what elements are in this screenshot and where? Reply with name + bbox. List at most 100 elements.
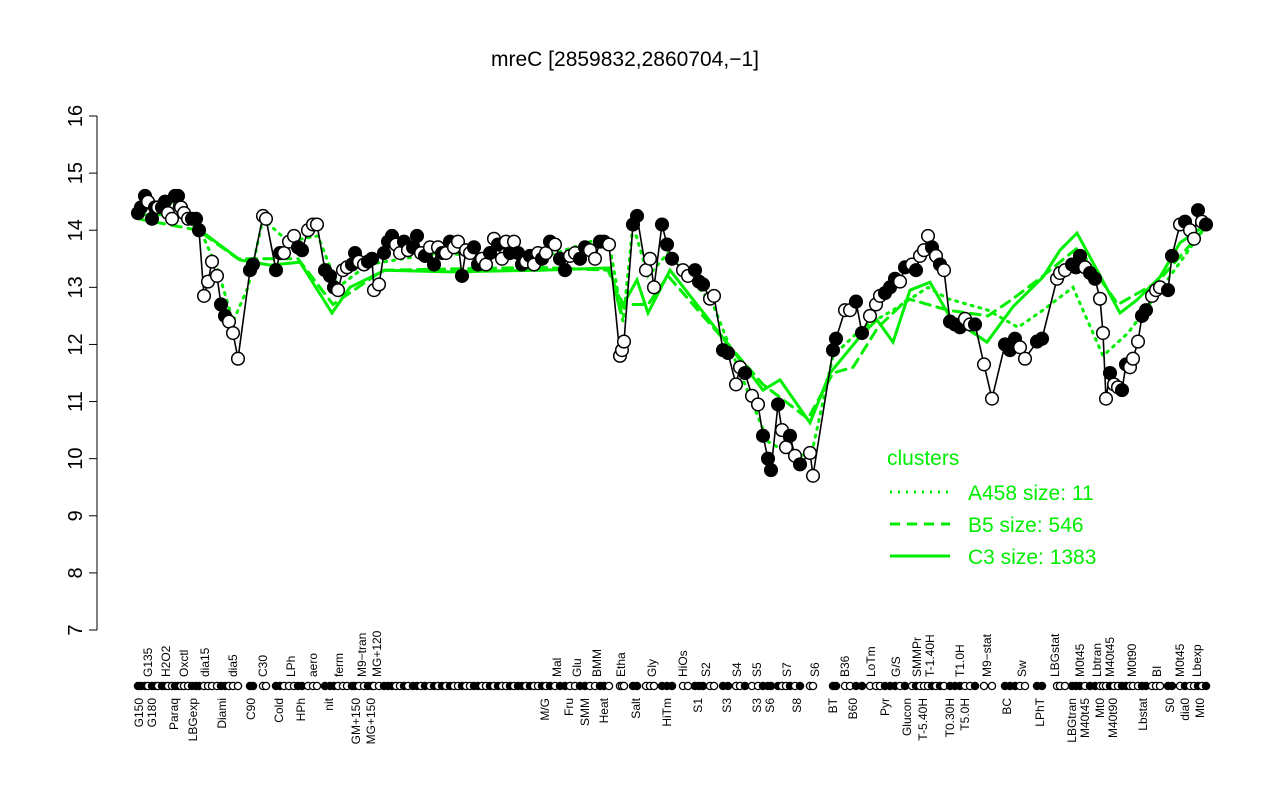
data-point	[720, 345, 736, 361]
legend-title: clusters	[887, 447, 959, 470]
data-point	[209, 268, 225, 283]
x-tick-label: HiOs	[676, 650, 690, 677]
legend-label: A458 size: 11	[968, 482, 1094, 505]
rug-mark	[604, 681, 614, 691]
x-tick-label: ferm	[332, 653, 346, 677]
x-tick-label: SMMPr	[910, 637, 924, 677]
data-point	[144, 211, 160, 226]
data-point	[763, 463, 779, 478]
data-point	[1130, 334, 1146, 349]
x-tick-label: aero	[306, 653, 320, 677]
data-point	[828, 331, 844, 346]
data-point	[1164, 248, 1180, 263]
rug-mark	[970, 681, 980, 691]
data-point	[664, 251, 680, 266]
data-point	[164, 211, 180, 226]
rug-mark	[619, 681, 629, 691]
y-tick-label: 15	[65, 162, 87, 184]
x-tick-label: Mal	[550, 658, 564, 677]
data-point	[1012, 340, 1028, 355]
data-point	[601, 237, 617, 252]
data-point	[170, 188, 186, 204]
data-point	[892, 274, 908, 289]
x-tick-label: G/S	[889, 656, 903, 677]
x-tick-label: Lbexp	[1190, 644, 1204, 677]
data-point	[659, 237, 675, 252]
data-point	[706, 288, 722, 303]
data-point	[1017, 351, 1033, 366]
x-tick-label: G150	[132, 698, 146, 728]
data-point	[225, 325, 241, 341]
y-tick-label: 13	[65, 276, 87, 298]
data-point	[1072, 248, 1088, 263]
x-tick-label: BI	[1150, 666, 1164, 677]
data-point	[825, 343, 841, 358]
data-point	[450, 234, 466, 249]
x-tick-label: H2O2	[159, 645, 173, 677]
x-tick-label: M0t45	[1073, 643, 1087, 677]
x-tick-label: M9−tran	[355, 633, 369, 677]
data-point	[466, 240, 482, 255]
rug-mark	[1037, 681, 1047, 691]
data-point	[750, 397, 766, 412]
data-point	[854, 325, 870, 341]
x-tick-label: BMM	[590, 649, 604, 677]
legend-label: B5 size: 546	[968, 514, 1084, 537]
rug-mark	[1167, 681, 1177, 691]
x-tick-label: dia5	[226, 654, 240, 677]
data-point	[908, 263, 924, 278]
x-tick-label: Glucon	[900, 698, 914, 736]
x-tick-label: Cold	[272, 698, 286, 723]
x-tick-label: HPh	[294, 698, 308, 721]
chart-title: mreC [2859832,2860704,−1]	[491, 48, 759, 71]
x-tick-label: C90	[244, 698, 258, 720]
x-tick-label: LBGstat	[1048, 633, 1062, 677]
x-tick-label: dia15	[198, 647, 212, 677]
data-point	[936, 263, 952, 278]
rug-mark	[233, 681, 243, 691]
x-tick-label: Mt0	[1193, 698, 1207, 718]
rug-mark	[667, 681, 677, 691]
data-point	[454, 268, 470, 283]
x-tick-label: Etha	[614, 652, 628, 677]
data-point	[642, 251, 658, 266]
rug-mark	[1060, 681, 1070, 691]
data-point	[364, 251, 380, 266]
y-tick-label: 12	[65, 333, 87, 355]
rug-mark	[857, 681, 867, 691]
x-tick-label: MG+120	[370, 630, 384, 677]
x-tick-label: S2	[699, 662, 713, 677]
x-tick-label: Heat	[597, 697, 611, 723]
data-point	[737, 365, 753, 381]
x-tick-label: G180	[145, 698, 159, 728]
data-point	[330, 283, 346, 298]
data-point	[1186, 231, 1202, 246]
legend-label: C3 size: 1383	[968, 546, 1096, 569]
x-tick-label: S6	[763, 698, 777, 713]
data-point	[1160, 283, 1176, 298]
x-tick-label: B36	[838, 655, 852, 677]
data-series	[130, 188, 1214, 483]
x-tick-label: M0t45	[1173, 643, 1187, 677]
x-tick-label: Lbstat	[1136, 697, 1150, 730]
rug-mark	[1201, 681, 1211, 691]
x-tick-label: C30	[256, 655, 270, 677]
data-point	[1138, 303, 1154, 318]
x-tick-label: dia0	[1178, 698, 1192, 721]
data-point	[802, 445, 818, 461]
x-tick-label: LBGtran	[1065, 698, 1079, 743]
x-tick-label: T5.0H	[958, 698, 972, 731]
data-point	[276, 246, 292, 261]
data-point	[967, 317, 983, 332]
data-point	[695, 277, 711, 292]
data-point	[805, 468, 821, 483]
rug-mark	[248, 681, 258, 691]
rug-mark	[766, 681, 776, 691]
x-tick-label: S7	[780, 662, 794, 677]
x-tick-label: G135	[141, 647, 155, 677]
rug-mark	[1155, 681, 1165, 691]
data-point	[862, 308, 878, 323]
data-point	[268, 263, 284, 278]
x-tick-label: S3	[750, 698, 764, 713]
data-point	[294, 243, 310, 258]
